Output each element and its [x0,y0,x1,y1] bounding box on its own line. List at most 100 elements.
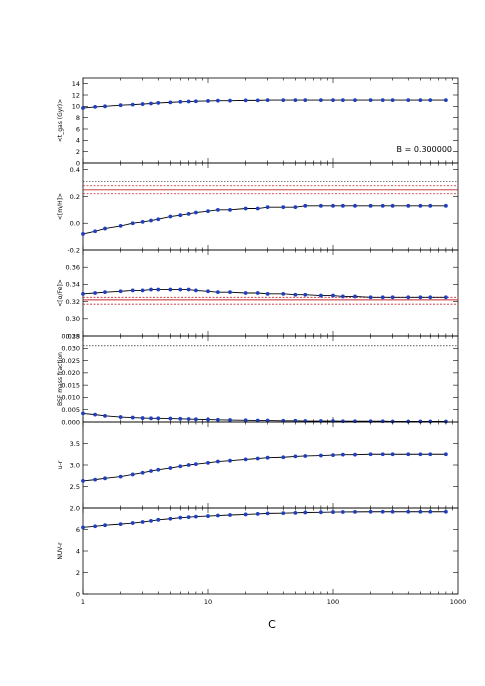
data-point [243,98,248,103]
data-point [140,102,145,106]
data-point [353,452,357,457]
data-point [418,509,423,514]
data-point [193,462,198,467]
data-point [228,513,232,517]
y-tick-label: 0.025 [61,357,80,365]
data-point [293,98,298,102]
data-point [206,289,210,294]
data-point [243,291,248,295]
panel-frame [82,507,459,595]
data-point [149,101,153,106]
x-tick-label: 10 [204,598,212,606]
data-point [243,457,248,462]
y-axis-label: NUV-r [57,542,64,560]
y-tick-label: 0.0 [70,220,80,228]
data-point [281,205,286,210]
data-point [418,203,423,208]
data-point [265,98,270,102]
data-point [193,99,198,104]
data-point [428,203,433,208]
data-point [303,98,308,102]
data-point [81,411,85,416]
data-point [443,203,448,208]
data-point [418,419,423,424]
panel-frame [82,421,459,509]
data-point [303,203,308,208]
data-point [331,98,335,102]
data-point [318,203,323,208]
y-tick-label: 0.32 [66,298,80,306]
y-tick-label: 6 [76,125,80,133]
data-point [156,416,161,421]
panel-2: -0.2 0.0 0.2 0.4 <[m/H]> [57,162,459,254]
data-point [255,512,260,516]
y-tick-label: 6 [76,526,80,534]
data-point [156,287,161,292]
data-point [168,100,173,105]
panel-frame [82,335,459,423]
y-tick-label: 0.28 [66,332,80,340]
data-point [156,467,161,472]
data-point [140,288,145,293]
data-point [206,209,210,214]
data-point [193,417,198,422]
data-point [228,98,232,103]
data-point [281,98,286,102]
data-point [340,98,345,102]
y-tick-label: 0.34 [66,281,80,289]
data-point [206,417,210,422]
data-point [418,452,423,457]
data-point [178,287,183,292]
data-point [303,292,308,297]
y-tick-label: 0.000 [61,418,80,426]
y-tick-label: 0.4 [70,166,80,174]
data-point [265,511,270,516]
data-point [380,452,385,457]
data-point [293,292,298,297]
data-point [93,291,98,295]
data-point [168,287,173,292]
data-point [380,509,385,514]
data-point [168,516,173,521]
series-line [82,205,446,235]
data-point [149,287,153,292]
data-point [428,509,433,514]
data-point [103,413,107,418]
data-point [186,211,191,216]
data-point [265,291,270,296]
data-point [353,419,357,424]
data-point [293,510,298,515]
data-point [215,513,220,518]
data-point [186,287,191,292]
data-point [368,452,373,457]
data-point [168,416,173,421]
data-point [93,229,98,234]
y-tick-label: 0.035 [61,332,80,340]
data-point [243,206,248,211]
data-point [149,218,153,223]
data-point [281,291,286,296]
data-point [390,452,395,457]
data-point [149,469,153,473]
data-point [340,510,345,514]
data-point [255,291,260,295]
x-axis-label: C [268,618,276,631]
y-tick-label: 0.30 [66,315,80,323]
data-point [380,295,385,300]
y-axis-label: u-r [57,460,64,469]
data-point [293,454,298,459]
y-tick-label: 2 [76,148,80,156]
data-point [331,293,335,298]
data-point [368,203,373,208]
y-tick-label: 0.015 [61,381,80,389]
data-point [130,415,135,420]
data-point [243,512,248,517]
y-tick-label: 0.005 [61,406,80,414]
data-point [215,207,220,212]
data-point [353,203,357,208]
x-tick-label: 1 [81,598,85,606]
data-point [118,224,123,228]
data-point [380,98,385,102]
data-point [406,509,411,514]
